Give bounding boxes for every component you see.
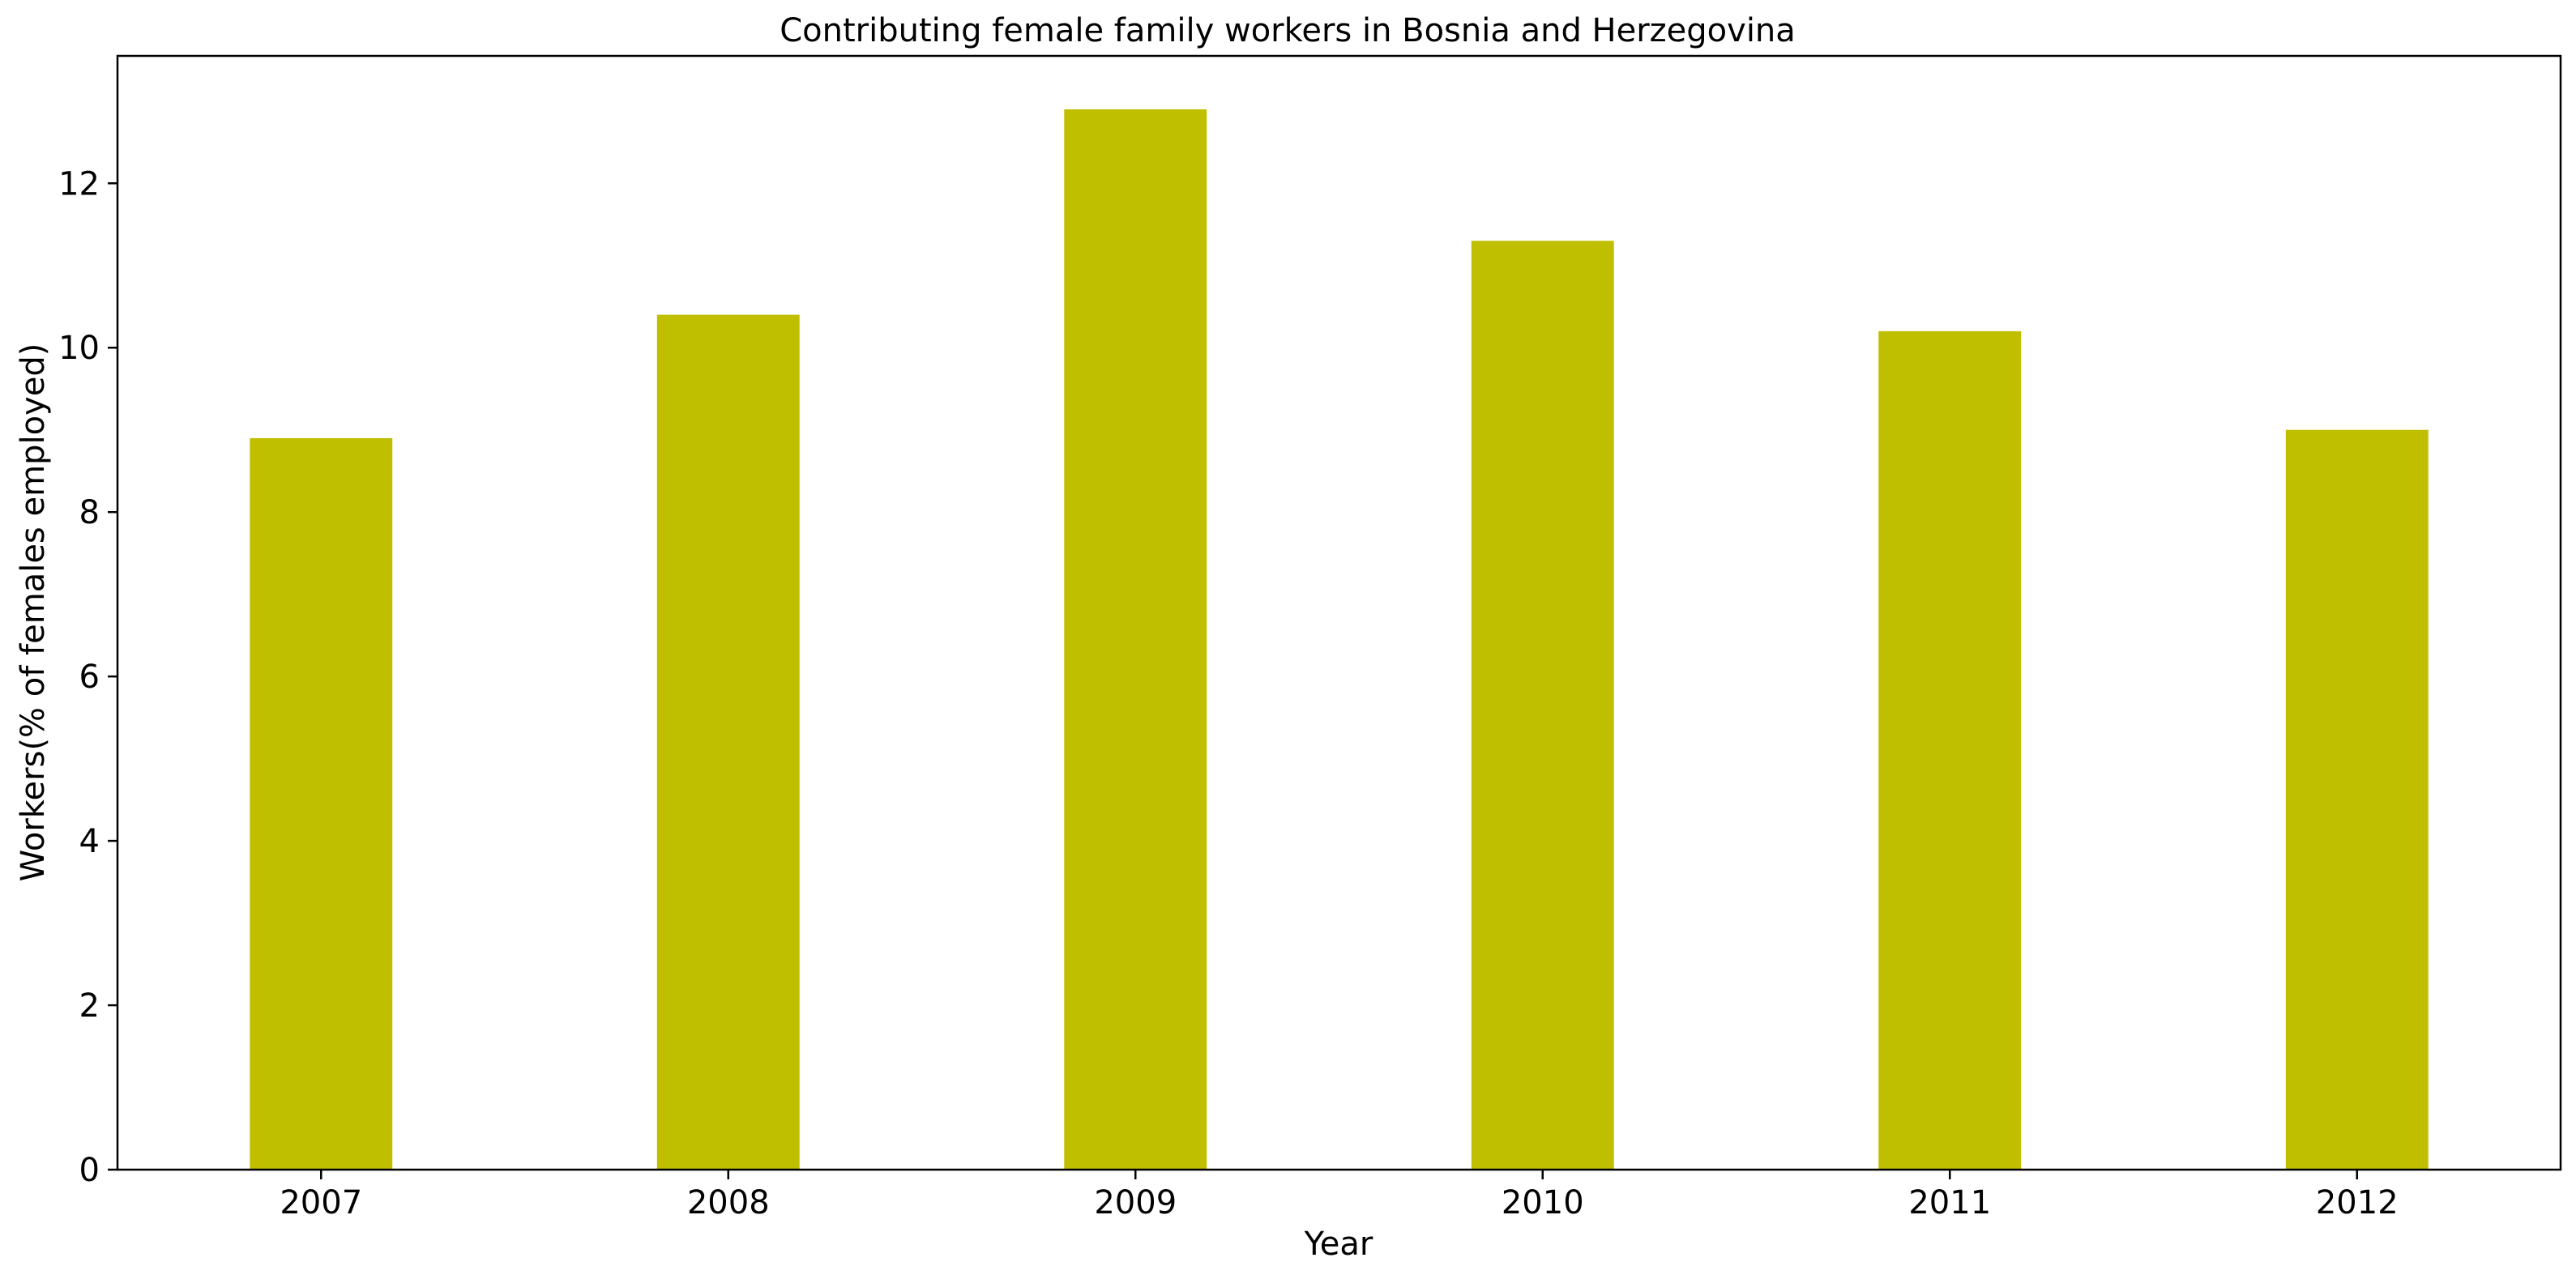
x-tick-label-2007: 2007 [280,1184,362,1221]
y-tick-label: 2 [79,987,100,1025]
y-axis-ticks: 0 2 4 6 8 10 12 [58,165,117,1189]
x-axis-ticks: 2007 2008 2009 2010 2011 2012 [280,1170,2399,1221]
bar-2011 [1878,330,2022,1170]
y-tick-label: 0 [79,1152,100,1189]
chart-title: Contributing female family workers in Bo… [780,12,1796,49]
y-tick-label: 10 [58,330,100,367]
plot-area-frame [116,54,2562,1171]
x-tick-label-2009: 2009 [1094,1184,1177,1221]
y-axis-label: Workers(% of females employed) [15,343,52,882]
bar-2009 [1064,109,1207,1170]
y-tick-label: 6 [79,659,100,696]
x-tick-label-2011: 2011 [1908,1184,1991,1221]
y-tick-label: 4 [79,823,100,860]
x-axis-label: Year [1304,1226,1373,1263]
bar-2007 [250,437,393,1170]
bars-group [250,109,2429,1170]
x-tick-label-2012: 2012 [2316,1184,2399,1221]
bar-2010 [1471,241,1614,1170]
y-tick-label: 12 [58,165,100,203]
bar-2008 [656,314,800,1170]
bar-2012 [2285,429,2429,1170]
x-tick-label-2008: 2008 [687,1184,770,1221]
x-tick-label-2010: 2010 [1502,1184,1584,1221]
y-tick-label: 8 [79,494,100,531]
